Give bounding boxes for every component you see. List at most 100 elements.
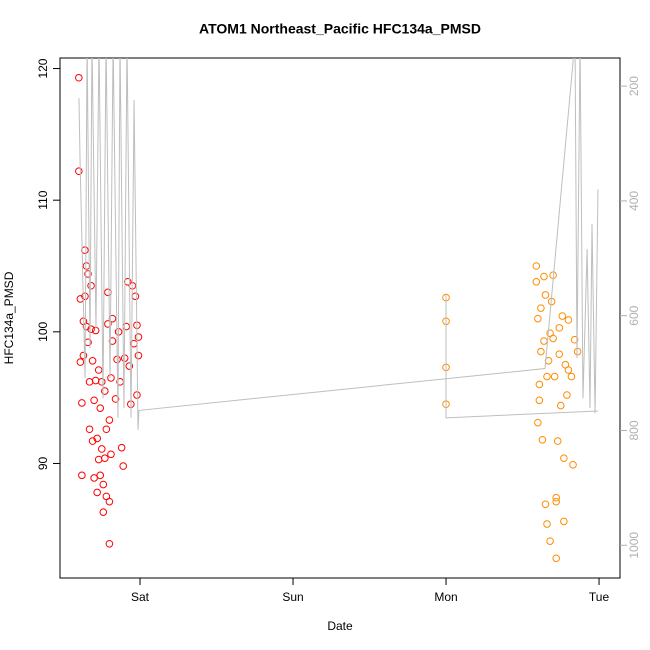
x-axis-label: Date (327, 619, 353, 633)
point (556, 401, 565, 410)
point (119, 462, 127, 470)
point (558, 312, 567, 320)
y-tick-label: 90 (36, 456, 50, 470)
point (96, 471, 105, 480)
point (541, 291, 550, 299)
point (104, 320, 112, 328)
point (535, 396, 544, 405)
point (541, 500, 550, 509)
point (84, 270, 92, 278)
x-tick-label: Mon (434, 590, 457, 604)
point (540, 272, 548, 281)
point (94, 455, 103, 464)
point (111, 395, 120, 403)
point (543, 520, 551, 528)
x-tick-label: Sat (131, 590, 150, 604)
y-tick-label: 110 (36, 190, 50, 209)
point (105, 539, 114, 548)
point (87, 281, 95, 290)
point (552, 493, 560, 502)
point (543, 372, 551, 381)
point (564, 316, 573, 324)
point (97, 445, 106, 453)
point (85, 378, 94, 386)
point (82, 262, 91, 270)
point (134, 333, 143, 341)
point (75, 167, 83, 176)
point (78, 471, 86, 480)
point (570, 335, 579, 344)
point (537, 347, 545, 356)
point (117, 443, 126, 452)
point (553, 437, 562, 445)
y2-tick-label: 400 (627, 191, 641, 211)
point (555, 324, 564, 332)
point (105, 497, 114, 506)
point (134, 351, 143, 360)
point (88, 356, 97, 365)
y2-tick-label: 1000 (627, 532, 641, 559)
point (93, 434, 101, 443)
point (125, 362, 134, 370)
point (535, 380, 544, 389)
point (569, 460, 577, 469)
point (131, 292, 140, 301)
point (90, 474, 98, 482)
point (563, 391, 571, 399)
point (99, 480, 108, 489)
y-tick-label: 120 (36, 58, 50, 78)
point (538, 435, 547, 444)
point (93, 488, 101, 497)
point (87, 325, 95, 333)
y2-tick-label: 200 (627, 76, 641, 96)
point (78, 399, 86, 407)
point (101, 387, 109, 395)
point (552, 497, 560, 506)
point (85, 425, 94, 434)
point (101, 454, 109, 463)
point (105, 416, 114, 424)
point (79, 351, 88, 360)
point (534, 418, 542, 427)
point (107, 374, 115, 382)
profile-line (78, 58, 599, 430)
point (90, 396, 98, 405)
point (560, 517, 568, 526)
point (532, 262, 541, 270)
y-axis-label: HFC134a_PMSD (2, 271, 16, 364)
point (94, 366, 103, 374)
point (567, 372, 576, 381)
point (81, 292, 89, 301)
point (532, 277, 541, 286)
point (99, 508, 108, 516)
point (546, 329, 554, 337)
point (104, 288, 112, 297)
x-tick-label: Sun (282, 590, 303, 604)
point (91, 376, 100, 385)
y2-tick-label: 800 (627, 420, 641, 440)
point (534, 314, 542, 323)
point (552, 554, 560, 563)
point (555, 350, 564, 359)
point (564, 366, 573, 374)
point (546, 537, 554, 545)
point (107, 450, 115, 459)
x-tick-label: Tue (589, 590, 610, 604)
chart-title: ATOM1 Northeast_Pacific HFC134a_PMSD (199, 21, 481, 37)
y2-tick-label: 600 (627, 305, 641, 325)
point (133, 391, 141, 399)
plot-frame (59, 57, 621, 579)
point (573, 347, 582, 356)
point (122, 322, 131, 331)
point (550, 372, 559, 381)
point (76, 358, 85, 366)
point (96, 404, 105, 412)
point (75, 73, 83, 82)
point (560, 454, 568, 463)
point (537, 304, 545, 312)
point (102, 425, 111, 434)
point (97, 378, 106, 386)
point (123, 277, 132, 286)
point (540, 337, 548, 345)
